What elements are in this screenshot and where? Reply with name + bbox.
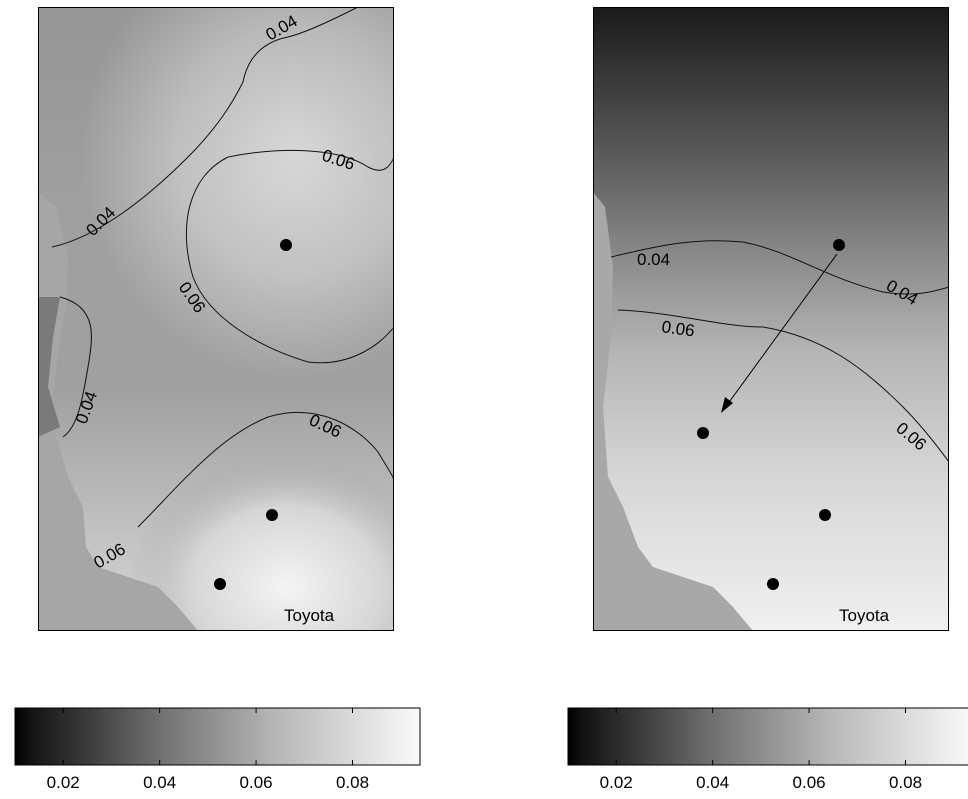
contour-line: [51, 7, 359, 248]
map-frame: [593, 7, 949, 631]
site-marker: [214, 578, 226, 590]
left-map: 0.04 0.06 0.04 0.06 0.04 0.06 0.06 Toyot…: [38, 7, 394, 631]
arrow-head-icon: [721, 397, 733, 413]
coast-dark: [38, 297, 60, 437]
map-frame: [38, 7, 394, 631]
contour-line: [137, 412, 394, 528]
site-marker: [266, 509, 278, 521]
map-shade-north: [38, 7, 394, 387]
right-colorbar: 0.02 0.04 0.06 0.08: [567, 707, 968, 790]
colorbar-tick-label: 0.02: [47, 773, 80, 790]
site-marker: [697, 427, 709, 439]
colorbar-tick-label: 0.06: [793, 773, 826, 790]
site-marker: [280, 239, 292, 251]
colorbar-tick-label: 0.06: [240, 773, 273, 790]
contour-label: 0.06: [660, 317, 695, 340]
map-label: Toyota: [284, 606, 335, 625]
contour-label: 0.04: [637, 250, 670, 269]
sea-area: [593, 192, 753, 631]
contour-line: [617, 309, 949, 463]
map-label: Toyota: [839, 606, 890, 625]
colorbar-gradient: [567, 707, 968, 766]
contour-line: [227, 149, 394, 171]
left-colorbar: 0.02 0.04 0.06 0.08: [14, 707, 421, 790]
map-background: [593, 7, 949, 631]
colorbar-gradient: [14, 707, 421, 766]
colorbar-tick-label: 0.02: [600, 773, 633, 790]
colorbar-tick-label: 0.04: [143, 773, 176, 790]
colorbar-tick-label: 0.08: [889, 773, 922, 790]
contour-line: [610, 240, 949, 295]
site-marker: [767, 578, 779, 590]
site-marker: [819, 509, 831, 521]
site-marker: [833, 239, 845, 251]
shift-arrow: [726, 253, 838, 406]
colorbar-tick-label: 0.04: [696, 773, 729, 790]
contour-line: [59, 296, 92, 438]
right-map: 0.04 0.04 0.06 0.06 Toyota: [593, 7, 949, 631]
colorbar-tick-label: 0.08: [336, 773, 369, 790]
sea-area: [38, 192, 198, 631]
contour-line: [185, 156, 394, 364]
